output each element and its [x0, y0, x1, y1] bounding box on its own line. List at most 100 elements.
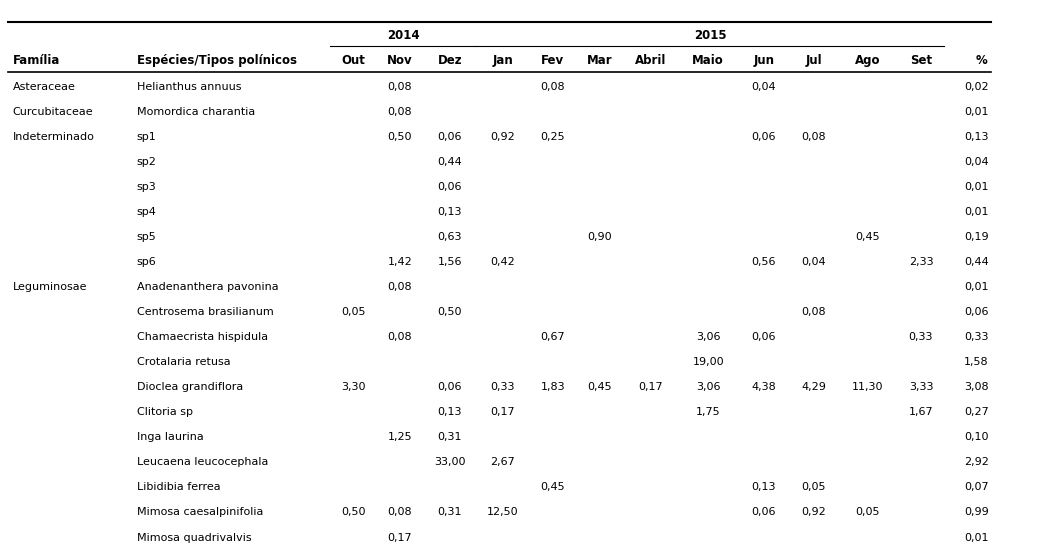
Text: 0,13: 0,13 [437, 408, 463, 417]
Text: Jan: Jan [492, 54, 514, 67]
Text: Set: Set [910, 54, 932, 67]
Text: Leguminosae: Leguminosae [13, 282, 87, 292]
Text: sp1: sp1 [137, 132, 157, 142]
Text: 0,13: 0,13 [437, 207, 463, 217]
Text: 0,06: 0,06 [964, 307, 989, 317]
Text: 0,19: 0,19 [964, 232, 989, 242]
Text: 3,30: 3,30 [341, 382, 366, 392]
Text: Crotalaria retusa: Crotalaria retusa [137, 358, 230, 367]
Text: 0,08: 0,08 [801, 307, 827, 317]
Text: Anadenanthera pavonina: Anadenanthera pavonina [137, 282, 278, 292]
Text: 0,42: 0,42 [490, 257, 516, 267]
Text: 0,33: 0,33 [490, 382, 516, 392]
Text: 3,06: 3,06 [696, 332, 720, 342]
Text: 2,67: 2,67 [490, 458, 516, 468]
Text: 0,45: 0,45 [540, 482, 566, 492]
Text: 0,27: 0,27 [964, 408, 989, 417]
Text: Momordica charantia: Momordica charantia [137, 107, 255, 117]
Text: Dioclea grandiflora: Dioclea grandiflora [137, 382, 243, 392]
Text: 0,45: 0,45 [587, 382, 612, 392]
Text: 0,50: 0,50 [341, 508, 366, 518]
Text: 0,08: 0,08 [387, 107, 413, 117]
Text: 0,04: 0,04 [801, 257, 827, 267]
Text: 1,56: 1,56 [437, 257, 463, 267]
Text: Helianthus annuus: Helianthus annuus [137, 82, 241, 92]
Text: 0,92: 0,92 [801, 508, 827, 518]
Text: 2014: 2014 [387, 29, 419, 42]
Text: 0,01: 0,01 [964, 107, 989, 117]
Text: 11,30: 11,30 [852, 382, 883, 392]
Text: 1,67: 1,67 [908, 408, 934, 417]
Text: Maio: Maio [693, 54, 724, 67]
Text: 0,63: 0,63 [437, 232, 463, 242]
Text: 0,01: 0,01 [964, 182, 989, 192]
Text: Jun: Jun [753, 54, 775, 67]
Text: 0,44: 0,44 [437, 157, 463, 167]
Text: 0,17: 0,17 [387, 532, 413, 542]
Text: Dez: Dez [437, 54, 463, 67]
Text: 0,04: 0,04 [751, 82, 777, 92]
Text: 0,33: 0,33 [908, 332, 934, 342]
Text: 0,10: 0,10 [964, 432, 989, 442]
Text: 0,06: 0,06 [437, 382, 463, 392]
Text: 0,08: 0,08 [387, 282, 413, 292]
Text: 3,06: 3,06 [696, 382, 720, 392]
Text: 0,13: 0,13 [964, 132, 989, 142]
Text: 0,08: 0,08 [801, 132, 827, 142]
Text: 0,04: 0,04 [964, 157, 989, 167]
Text: Curcubitaceae: Curcubitaceae [13, 107, 93, 117]
Text: 0,06: 0,06 [751, 508, 777, 518]
Text: Nov: Nov [387, 54, 413, 67]
Text: sp6: sp6 [137, 257, 157, 267]
Text: 0,05: 0,05 [341, 307, 366, 317]
Text: Out: Out [342, 54, 365, 67]
Text: 0,02: 0,02 [964, 82, 989, 92]
Text: sp4: sp4 [137, 207, 157, 217]
Text: 0,06: 0,06 [437, 132, 463, 142]
Text: 0,56: 0,56 [751, 257, 777, 267]
Text: 0,99: 0,99 [964, 508, 989, 518]
Text: 3,08: 3,08 [964, 382, 989, 392]
Text: 0,01: 0,01 [964, 282, 989, 292]
Text: 12,50: 12,50 [487, 508, 519, 518]
Text: sp2: sp2 [137, 157, 157, 167]
Text: 19,00: 19,00 [693, 358, 724, 367]
Text: Mimosa caesalpinifolia: Mimosa caesalpinifolia [137, 508, 263, 518]
Text: 0,44: 0,44 [964, 257, 989, 267]
Text: Mimosa quadrivalvis: Mimosa quadrivalvis [137, 532, 251, 542]
Text: Espécies/Tipos polínicos: Espécies/Tipos polínicos [137, 54, 297, 67]
Text: 0,33: 0,33 [964, 332, 989, 342]
Text: 0,01: 0,01 [964, 532, 989, 542]
Text: sp3: sp3 [137, 182, 157, 192]
Text: 0,08: 0,08 [387, 508, 413, 518]
Text: Indeterminado: Indeterminado [13, 132, 94, 142]
Text: 1,75: 1,75 [696, 408, 720, 417]
Text: 0,08: 0,08 [387, 82, 413, 92]
Text: 0,17: 0,17 [639, 382, 663, 392]
Text: 0,50: 0,50 [437, 307, 463, 317]
Text: Asteraceae: Asteraceae [13, 82, 75, 92]
Text: 0,31: 0,31 [437, 508, 463, 518]
Text: 0,25: 0,25 [540, 132, 566, 142]
Text: 0,92: 0,92 [490, 132, 516, 142]
Text: 4,29: 4,29 [801, 382, 827, 392]
Text: 0,08: 0,08 [387, 332, 413, 342]
Text: 0,01: 0,01 [964, 207, 989, 217]
Text: Fev: Fev [541, 54, 564, 67]
Text: 0,05: 0,05 [801, 482, 827, 492]
Text: 2015: 2015 [694, 29, 727, 42]
Text: 0,08: 0,08 [540, 82, 566, 92]
Text: Ago: Ago [854, 54, 881, 67]
Text: Centrosema brasilianum: Centrosema brasilianum [137, 307, 274, 317]
Text: 0,07: 0,07 [964, 482, 989, 492]
Text: sp5: sp5 [137, 232, 157, 242]
Text: 4,38: 4,38 [751, 382, 777, 392]
Text: Abril: Abril [636, 54, 666, 67]
Text: Jul: Jul [805, 54, 822, 67]
Text: Mar: Mar [587, 54, 612, 67]
Text: Clitoria sp: Clitoria sp [137, 408, 193, 417]
Text: 0,17: 0,17 [490, 408, 516, 417]
Text: 0,06: 0,06 [751, 332, 777, 342]
Text: Leucaena leucocephala: Leucaena leucocephala [137, 458, 268, 468]
Text: 0,90: 0,90 [587, 232, 612, 242]
